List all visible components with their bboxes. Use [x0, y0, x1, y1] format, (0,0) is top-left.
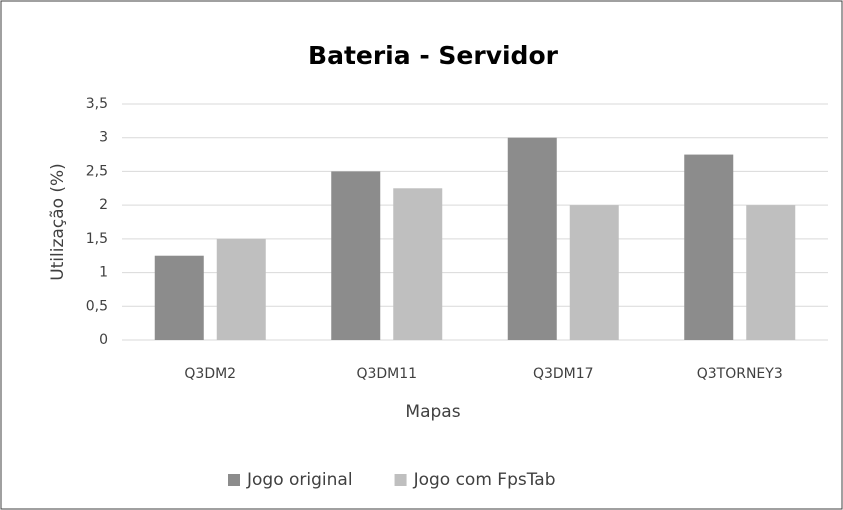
y-tick-label: 3,5	[86, 96, 108, 112]
y-tick-label: 1	[99, 265, 108, 281]
bar	[331, 171, 381, 340]
y-tick-label: 3	[99, 130, 108, 146]
bar	[393, 188, 443, 340]
x-tick-label: Q3DM17	[533, 366, 594, 382]
y-axis-label: Utilização (%)	[48, 163, 68, 281]
bar	[569, 205, 619, 340]
bar	[746, 205, 796, 340]
bar	[684, 154, 734, 340]
x-tick-label: Q3DM2	[184, 366, 236, 382]
x-tick-label: Q3TORNEY3	[697, 366, 783, 382]
y-tick-label: 1,5	[86, 231, 108, 247]
y-tick-label: 2	[99, 197, 108, 213]
x-tick-label: Q3DM11	[356, 366, 417, 382]
bar	[154, 255, 204, 340]
legend-swatch	[228, 474, 240, 486]
chart-title: Bateria - Servidor	[308, 41, 559, 70]
legend-label: Jogo com FpsTab	[413, 470, 556, 490]
bar	[507, 137, 557, 340]
legend-swatch	[394, 474, 407, 486]
bar	[216, 238, 266, 340]
y-tick-label: 2,5	[86, 163, 108, 179]
y-tick-label: 0,5	[86, 298, 108, 314]
x-axis-label: Mapas	[405, 402, 460, 422]
legend-label: Jogo original	[246, 470, 353, 490]
y-tick-label: 0	[99, 332, 108, 348]
